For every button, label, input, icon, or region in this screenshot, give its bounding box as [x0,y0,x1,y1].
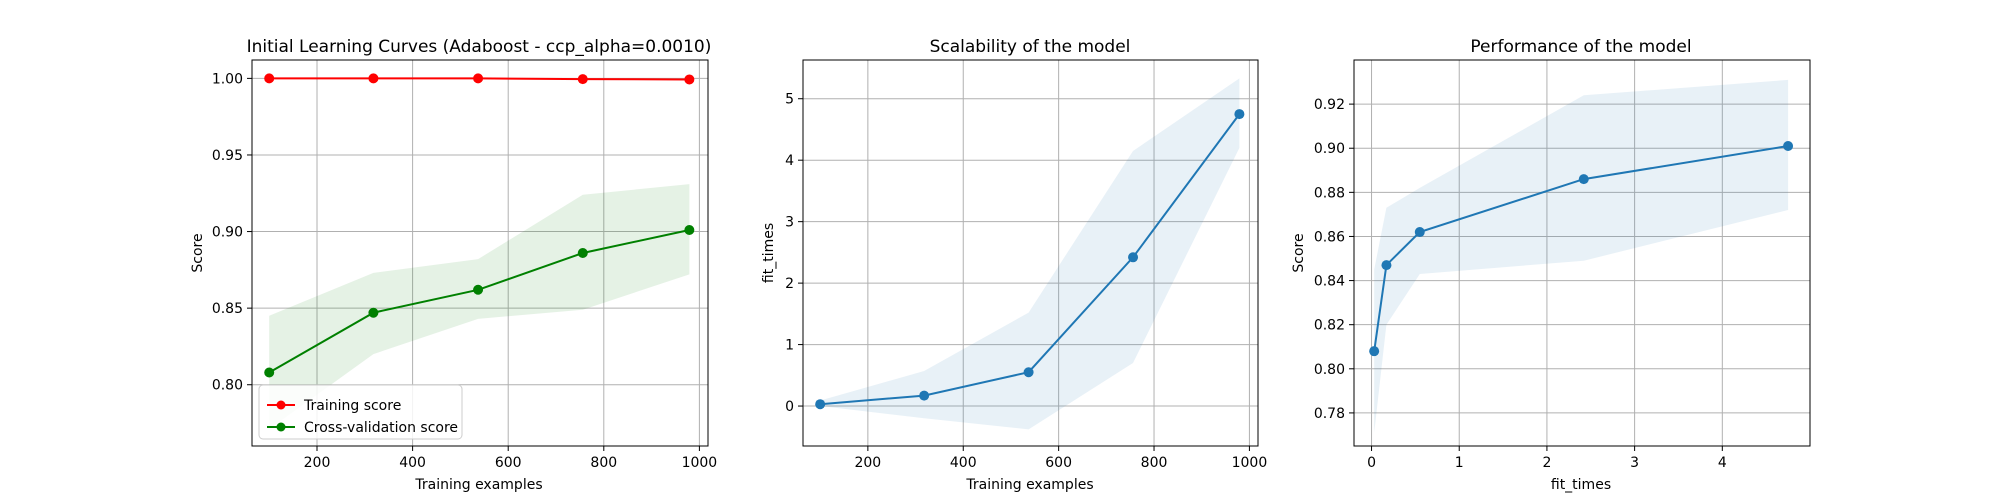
series-1-point [264,367,275,378]
y-tick-label: 5 [785,92,794,108]
x-tick-label: 4 [1718,455,1727,471]
learning-curves-plot: Initial Learning Curves (Adaboost - ccp_… [190,37,717,493]
y-tick-label: 0.82 [1314,318,1345,334]
series-1-point [684,225,695,236]
series-0-point [473,73,484,84]
series-0-point [577,74,588,85]
x-tick-label: 3 [1630,455,1639,471]
series-0-point [1234,109,1245,120]
series-0-point [264,73,275,84]
x-axis-label: Training examples [965,477,1093,493]
legend-marker-training [276,400,286,410]
series-1-band [269,184,690,430]
x-tick-label: 800 [1141,455,1168,471]
y-tick-label: 4 [785,153,794,169]
y-tick-label: 0.90 [1314,141,1345,157]
series-0-point [684,74,695,85]
y-tick-label: 0.95 [212,148,243,164]
performance-plot: Performance of the model fit_times Score… [1291,37,1811,493]
y-axis-label: fit_times [761,223,777,283]
x-tick-label: 200 [854,455,881,471]
y-axis-label: Score [1291,233,1307,272]
plot-frame [251,59,709,447]
x-axis-label: Training examples [414,477,542,493]
y-tick-label: 0.80 [212,378,243,394]
legend-box [258,384,463,440]
y-tick-label: 0.78 [1314,406,1345,422]
x-tick-label: 200 [304,455,331,471]
x-tick-label: 1 [1455,455,1464,471]
scalability-plot: Scalability of the model Training exampl… [761,37,1267,493]
series-0-point [1783,141,1794,152]
series-0-point [815,399,826,410]
series-0-point [919,390,930,401]
plot-title: Scalability of the model [930,37,1131,57]
y-tick-label: 0 [785,399,794,415]
series-0-point [1414,227,1425,238]
plot-data-area [815,78,1245,430]
plot-title: Initial Learning Curves (Adaboost - ccp_… [247,37,712,57]
y-tick-label: 0.84 [1314,274,1345,290]
legend-label-training: Training score [303,398,401,414]
x-tick-label: 600 [495,455,522,471]
x-tick-label: 1000 [682,455,718,471]
series-1-point [473,284,484,295]
y-axis-label: Score [190,233,206,272]
series-0-point [1128,252,1139,263]
series-0-point [1023,367,1034,378]
series-0-point [1381,260,1392,271]
plot-data-area [264,73,695,430]
series-0-band [820,78,1240,430]
x-tick-label: 600 [1045,455,1072,471]
legend-marker-cv [276,422,286,432]
legend-label-cv: Cross-validation score [304,420,458,436]
y-tick-label: 0.88 [1314,185,1345,201]
x-tick-label: 2 [1542,455,1551,471]
plot-title: Performance of the model [1470,37,1691,57]
plot-data-area [1369,79,1794,433]
series-1-point [368,307,379,318]
series-0-band [1374,79,1789,433]
y-tick-label: 2 [785,276,794,292]
plot-frame [802,59,1259,447]
x-axis-label: fit_times [1551,477,1611,493]
y-tick-label: 0.92 [1314,97,1345,113]
series-0-point [368,73,379,84]
x-tick-label: 400 [950,455,977,471]
y-tick-label: 1 [785,338,794,354]
x-tick-label: 400 [399,455,426,471]
x-tick-label: 1000 [1232,455,1268,471]
legend: Training score Cross-validation score [258,384,463,440]
series-1-point [577,248,588,258]
y-tick-label: 3 [785,215,794,231]
x-tick-label: 0 [1367,455,1376,471]
y-tick-label: 1.00 [212,71,243,87]
x-tick-label: 800 [590,455,617,471]
series-0-point [1578,174,1589,185]
y-tick-label: 0.85 [212,301,243,317]
y-tick-label: 0.90 [212,225,243,241]
series-0-point [1369,346,1380,357]
plot-frame [1353,59,1811,447]
y-tick-label: 0.80 [1314,362,1345,378]
y-tick-label: 0.86 [1314,229,1345,245]
